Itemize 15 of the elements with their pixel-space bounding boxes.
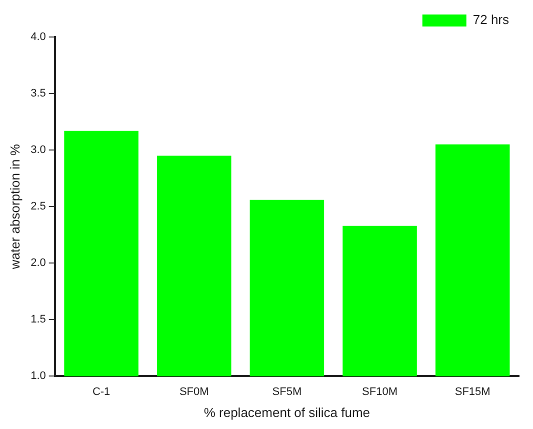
x-tick-label: SF15M [454,386,490,398]
x-tick-label: SF10M [362,386,398,398]
x-tick-label: SF0M [179,386,209,398]
y-tick-label: 4.0 [30,31,46,44]
y-tick-label: 3.5 [30,88,46,100]
y-tick-label: 1.5 [30,314,46,326]
x-tick-label: SF5M [272,386,302,398]
y-tick-label: 2.0 [30,257,46,270]
x-tick-label: C-1 [92,386,110,398]
y-axis-title: water absorption in % [7,144,22,270]
y-tick-label: 3.0 [30,144,46,156]
x-axis-title: % replacement of silica fume [204,404,370,420]
y-tick-label: 2.5 [30,200,46,213]
y-tick-label: 1.0 [30,370,46,382]
legend-label: 72 hrs [472,12,510,28]
